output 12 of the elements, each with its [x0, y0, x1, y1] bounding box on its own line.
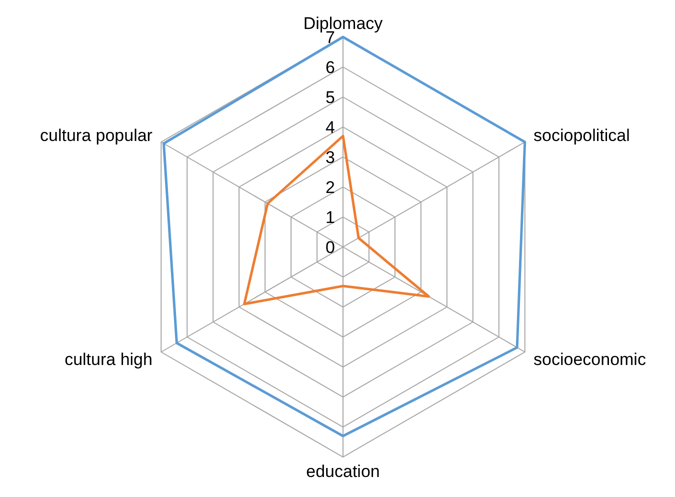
- y-tick-label: 0: [326, 238, 335, 257]
- y-tick-label: 1: [326, 208, 335, 227]
- y-tick-label: 4: [326, 118, 335, 137]
- spoke-label: socioeconomic: [534, 350, 646, 369]
- y-tick-label: 6: [326, 58, 335, 77]
- spoke-label: sociopolitical: [534, 126, 630, 145]
- spoke-label: cultura high: [64, 350, 152, 369]
- y-tick-label: 3: [326, 148, 335, 167]
- spoke-label: education: [306, 462, 380, 481]
- y-tick-label: 2: [326, 178, 335, 197]
- y-tick-label: 5: [326, 88, 335, 107]
- spoke-label: cultura popular: [40, 126, 153, 145]
